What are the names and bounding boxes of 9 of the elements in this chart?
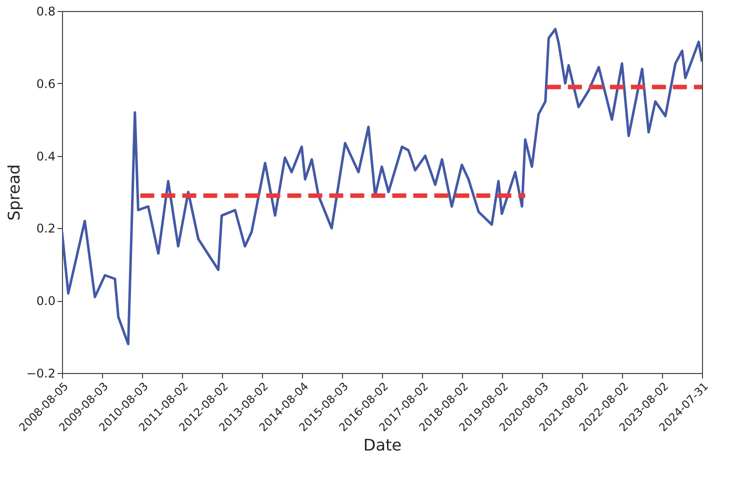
y-tick-label: 0.8: [36, 4, 56, 18]
line-series: [62, 28, 702, 346]
y-tick-label: 0.2: [36, 222, 56, 236]
x-axis-title: Date: [363, 435, 402, 454]
y-tick-label: 0.4: [36, 149, 56, 164]
y-tick-label: 0.0: [36, 294, 56, 308]
y-axis-title: Spread: [4, 164, 24, 221]
y-tick-label: 0.6: [36, 76, 56, 91]
y-tick-label: −0.2: [26, 366, 56, 380]
